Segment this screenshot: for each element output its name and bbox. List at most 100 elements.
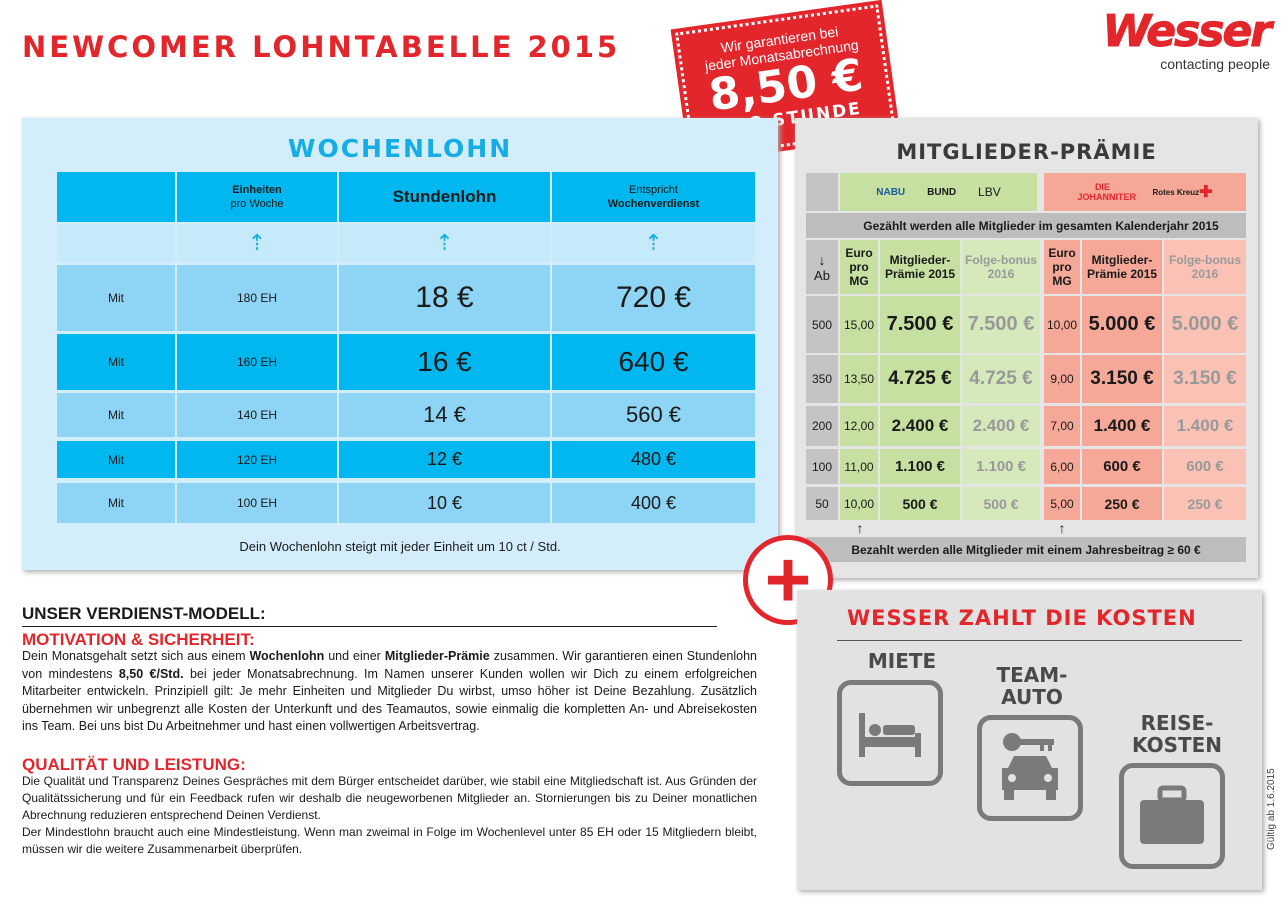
t: 2.400 € (891, 416, 949, 435)
row-ab: 100 (806, 449, 838, 484)
t: Entspricht (629, 184, 678, 196)
t: Mit (108, 291, 124, 305)
t: Euro pro MG (845, 246, 873, 288)
t: 12,00 (843, 419, 875, 433)
cell-g-euro: 11,00 (840, 449, 878, 484)
cell-r-praemie: 250 € (1082, 487, 1162, 520)
t: 640 € (618, 346, 689, 377)
t: 250 € (1104, 495, 1140, 512)
t: Folge-bonus 2016 (1169, 253, 1241, 281)
t: 500 € (902, 495, 938, 512)
arrow-row-empty (57, 224, 175, 262)
cell-g-bonus: 500 € (962, 487, 1040, 520)
header-praemie: Mitglieder-Prämie 2015 (1082, 240, 1162, 294)
t: und einer (324, 649, 385, 663)
t: 9,00 (1050, 372, 1074, 386)
kosten-title: WESSER ZAHLT DIE KOSTEN (847, 606, 1197, 630)
kosten-panel: WESSER ZAHLT DIE KOSTEN MIETE TEAM- AUTO… (797, 590, 1262, 890)
row-ab: 350 (806, 355, 838, 403)
red-cross-icon: ✚ (1199, 184, 1213, 201)
t: 160 EH (236, 355, 278, 369)
t: 4.725 € (888, 368, 952, 389)
t: 13,50 (843, 372, 875, 386)
t: 50 (815, 496, 829, 511)
row-rate: 16 € (339, 334, 550, 390)
t: 1.400 € (1093, 416, 1151, 435)
wochenlohn-panel: WOCHENLOHN Einheiten pro Woche Stundenlohn… (22, 118, 778, 570)
banner-top: Gezählt werden alle Mitglieder im gesamt… (806, 213, 1246, 238)
motivation-title: MOTIVATION & SICHERHEIT: (22, 629, 255, 649)
t: Mit (108, 496, 124, 510)
cell-g-praemie: 500 € (880, 487, 960, 520)
t: 10,00 (1046, 317, 1078, 332)
cell-g-bonus: 4.725 € (962, 355, 1040, 403)
t: 11,00 (844, 459, 874, 474)
t: 720 € (615, 281, 692, 314)
row-weekly: 720 € (552, 265, 755, 331)
t: 10,00 (843, 496, 875, 511)
car-key-icon (977, 715, 1083, 821)
kosten-label-miete: MIETE (867, 649, 937, 673)
t: 3.150 € (1173, 368, 1237, 389)
cell-g-bonus: 1.100 € (962, 449, 1040, 484)
t: 200 (811, 419, 833, 433)
cell-r-bonus: 5.000 € (1164, 296, 1246, 353)
divider (22, 625, 717, 627)
t: 5.000 € (1088, 313, 1156, 335)
cell-r-euro: 5,00 (1044, 487, 1080, 520)
t: 7.500 € (886, 313, 954, 335)
wochenlohn-title: WOCHENLOHN (287, 134, 513, 163)
cell-g-euro: 15,00 (840, 296, 878, 353)
arrow-down-icon: ↓ (818, 251, 826, 268)
page-title: NEWCOMER LOHNTABELLE 2015 (22, 30, 621, 64)
t: 400 € (630, 492, 677, 513)
t: Wochenverdienst (607, 198, 700, 210)
t: 180 EH (236, 291, 278, 305)
t: 6,00 (1050, 459, 1074, 474)
bed-icon (837, 680, 943, 786)
header-einheiten: Einheiten pro Woche (177, 172, 337, 222)
t: Folge-bonus 2016 (965, 253, 1037, 281)
t: Dein Monatsgehalt setzt sich aus einem (22, 649, 250, 663)
banner-bottom: Bezahlt werden alle Mitglieder mit einem… (806, 537, 1246, 562)
cell-r-euro: 7,00 (1044, 406, 1080, 446)
wesser-logo: Wesser contacting people (1095, 7, 1272, 72)
t: 600 € (1186, 458, 1224, 475)
t: 600 € (1103, 458, 1141, 475)
text-section: UNSER VERDIENST-MODELL: MOTIVATION & SIC… (22, 605, 757, 858)
row-rate: 10 € (339, 483, 550, 523)
qualitaet-title: QUALITÄT UND LEISTUNG: (22, 754, 246, 774)
praemie-title: MITGLIEDER-PRÄMIE (896, 140, 1157, 164)
row-rate: 14 € (339, 393, 550, 437)
t: zusammen. Wir garantieren einen Stundenl… (22, 649, 757, 681)
header-wochenverdienst: Entspricht Wochenverdienst (552, 172, 755, 222)
t: Mit (108, 452, 124, 467)
cell-g-bonus: 2.400 € (962, 406, 1040, 446)
cell-g-praemie: 7.500 € (880, 296, 960, 353)
t: 480 € (630, 449, 677, 469)
t: 18 € (415, 281, 474, 314)
motivation-text: Dein Monatsgehalt setzt sich aus einem W… (22, 648, 757, 736)
row-label: Mit (57, 483, 175, 523)
row-units: 180 EH (177, 265, 337, 331)
bund-logo: BUND (927, 186, 957, 198)
header-ab: ↓ Ab (806, 240, 838, 294)
t: Einheiten (232, 184, 282, 196)
cell-g-praemie: 4.725 € (880, 355, 960, 403)
t: bei jeder Monatsabrechnung. Im Namen uns… (22, 666, 757, 734)
row-rate: 18 € (339, 265, 550, 331)
row-label: Mit (57, 265, 175, 331)
row-units: 160 EH (177, 334, 337, 390)
header-stundenlohn: Stundenlohn (339, 172, 550, 222)
t: 560 € (625, 402, 682, 427)
t: pro Woche (230, 198, 284, 210)
t: 1.400 € (1176, 416, 1234, 435)
cell-r-euro: 10,00 (1044, 296, 1080, 353)
t-bold: Mitglieder-Prämie (384, 649, 490, 663)
t: 100 (811, 459, 833, 474)
t: 140 EH (236, 408, 278, 422)
t: 500 (811, 317, 833, 332)
kosten-label-teamauto: TEAM- AUTO (996, 663, 1068, 709)
t: 3.150 € (1090, 368, 1154, 389)
header-euro: Euro pro MG (840, 240, 878, 294)
